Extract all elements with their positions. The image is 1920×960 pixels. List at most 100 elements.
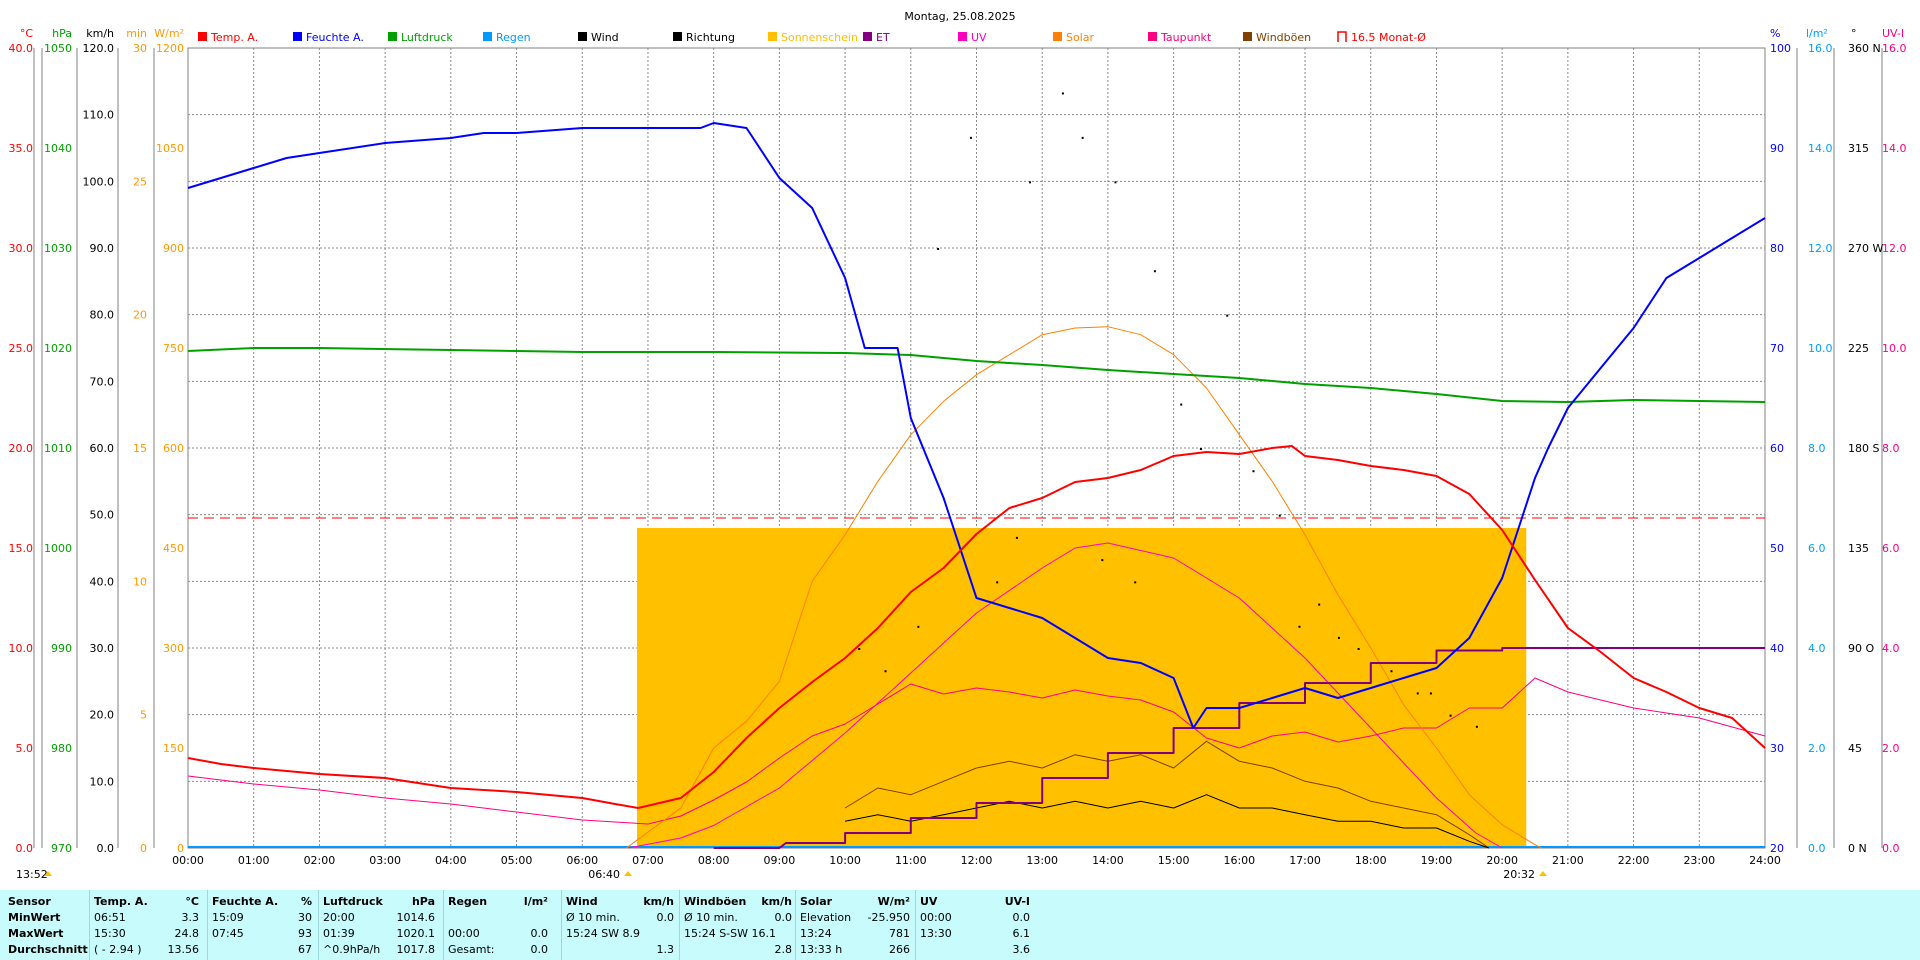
stat-value: 0.0: [530, 943, 549, 956]
axis-tick-label: 14.0: [1808, 142, 1833, 155]
column-header: UV: [920, 895, 938, 908]
axis-unit-label: min: [126, 27, 147, 40]
column-divider: [207, 890, 208, 960]
legend-swatch: [863, 32, 872, 41]
row-label: MinWert: [8, 911, 61, 924]
stat-time: 15:30: [94, 927, 126, 940]
x-tick-label: 19:00: [1421, 854, 1453, 867]
x-tick-label: 12:00: [961, 854, 993, 867]
current-time-label: 13:52: [16, 868, 48, 881]
axis-tick-label: 600: [163, 442, 184, 455]
stat-time: ^0.9hPa/h: [323, 943, 381, 956]
axis-tick-label: 30.0: [9, 242, 34, 255]
x-tick-label: 23:00: [1683, 854, 1715, 867]
column-divider: [915, 890, 916, 960]
stat-value: 1020.1: [396, 927, 436, 940]
axis-tick-label: 20: [133, 309, 147, 322]
axis-tick-label: 0 N: [1848, 842, 1867, 855]
wind-direction-dot: [858, 648, 861, 650]
stat-time: Ø 10 min.: [566, 911, 620, 924]
axis-tick-label: 10.0: [9, 642, 34, 655]
column-unit: hPa: [411, 895, 435, 908]
stat-value: 67: [298, 943, 312, 956]
legend-label: UV: [971, 31, 987, 44]
axis-tick-label: 0.0: [1882, 842, 1900, 855]
x-tick-label: 07:00: [632, 854, 664, 867]
stat-value: 0.0: [656, 911, 675, 924]
series-line-solar: [626, 326, 1542, 849]
axis-tick-label: 180 S: [1848, 442, 1879, 455]
stat-time: 15:09: [212, 911, 244, 924]
x-tick-label: 05:00: [501, 854, 533, 867]
axis-tick-label: 6.0: [1808, 542, 1826, 555]
column-unit: UV-I: [1004, 895, 1030, 908]
axis-tick-label: 16.0: [1808, 42, 1833, 55]
x-tick-label: 01:00: [238, 854, 270, 867]
axis-tick-label: 315: [1848, 142, 1869, 155]
axis-tick-label: 40.0: [90, 575, 115, 588]
axis-tick-label: 0.0: [1808, 842, 1826, 855]
wind-direction-dot: [1390, 670, 1393, 673]
wind-direction-dot: [1252, 470, 1255, 473]
axis-tick-label: 50.0: [90, 509, 115, 522]
wind-direction-dot: [1278, 514, 1281, 517]
wind-direction-dot: [1429, 692, 1432, 695]
wind-direction-dot: [1199, 448, 1202, 450]
wind-direction-dot: [1337, 636, 1340, 639]
axis-tick-label: 60: [1770, 442, 1784, 455]
legend-swatch: [578, 32, 587, 41]
axis-tick-label: 360 N: [1848, 42, 1881, 55]
stat-time: 15:24 SW 8.9: [566, 927, 641, 940]
stat-value: 0.0: [774, 911, 793, 924]
legend-swatch: [293, 32, 302, 41]
x-tick-label: 02:00: [304, 854, 336, 867]
column-header: Temp. A.: [94, 895, 148, 908]
axis-tick-label: 10.0: [1808, 342, 1833, 355]
axis-tick-label: 2.0: [1808, 742, 1826, 755]
x-tick-label: 08:00: [698, 854, 730, 867]
column-divider: [89, 890, 90, 960]
axis-tick-label: 20.0: [90, 709, 115, 722]
axis-tick-label: 450: [163, 542, 184, 555]
wind-direction-dot: [1101, 559, 1104, 562]
legend-label: Richtung: [686, 31, 735, 44]
stat-time: 00:00: [448, 927, 480, 940]
axis-tick-label: 6.0: [1882, 542, 1900, 555]
wind-direction-dot: [1029, 181, 1032, 184]
axis-tick-label: 270 W: [1848, 242, 1883, 255]
column-header: Wind: [566, 895, 598, 908]
series-line-feuchte-a-: [187, 122, 1766, 729]
wind-direction-dot: [937, 248, 940, 250]
axis-tick-label: 2.0: [1882, 742, 1900, 755]
wind-direction-dot: [1061, 92, 1064, 95]
stat-time: 20:00: [323, 911, 355, 924]
wind-direction-dot: [1134, 581, 1137, 584]
statistics-table: Sensor Temp. A. °C Feuchte A.% Luftdruck hPa R…: [0, 890, 1920, 960]
row-label: MaxWert: [8, 927, 64, 940]
axis-tick-label: 14.0: [1882, 142, 1907, 155]
axis-tick-label: 1020: [44, 342, 72, 355]
axis-tick-label: 110.0: [83, 109, 115, 122]
wind-direction-dot: [1449, 714, 1452, 717]
axis-tick-label: 0.0: [97, 842, 115, 855]
axis-tick-label: 8.0: [1808, 442, 1826, 455]
axis-tick-label: 80.0: [90, 309, 115, 322]
axis-tick-label: 1200: [156, 42, 184, 55]
column-divider: [318, 890, 319, 960]
stat-value: 1.3: [656, 943, 675, 956]
wind-direction-dot: [969, 136, 972, 139]
legend-swatch: [1148, 32, 1157, 41]
sunshine-band: [637, 528, 1527, 848]
legend-swatch: [958, 32, 967, 41]
axis-tick-label: 30: [1770, 742, 1784, 755]
x-tick-label: 18:00: [1355, 854, 1387, 867]
row-label: Durchschnitt: [8, 943, 88, 956]
column-unit: km/h: [643, 895, 674, 908]
axis-tick-label: 45: [1848, 742, 1862, 755]
x-tick-label: 20:00: [1486, 854, 1518, 867]
legend-label: 16.5 Monat-Ø: [1351, 31, 1426, 44]
axis-tick-label: 90: [1770, 142, 1784, 155]
legend-swatch: [768, 32, 777, 41]
series-line-windb-en: [844, 740, 1490, 849]
axis-tick-label: 225: [1848, 342, 1869, 355]
